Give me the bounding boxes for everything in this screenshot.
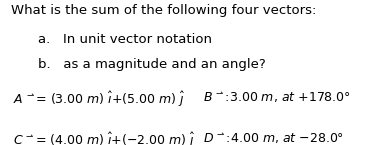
Text: What is the sum of the following four vectors:: What is the sum of the following four ve… <box>11 4 317 17</box>
Text: a.   In unit vector notation: a. In unit vector notation <box>38 33 212 46</box>
Text: $\mathit{B}^{\,\rightharpoonup}$:3.00 $m$, $at$ +178.0°: $\mathit{B}^{\,\rightharpoonup}$:3.00 $m… <box>203 90 351 105</box>
Text: $\mathit{A}^{\,\rightharpoonup}$= (3.00 $m$) $\hat{\imath}$+(5.00 $m$) $\hat{\jm: $\mathit{A}^{\,\rightharpoonup}$= (3.00 … <box>13 90 185 109</box>
Text: b.   as a magnitude and an angle?: b. as a magnitude and an angle? <box>38 58 266 71</box>
Text: $\mathit{D}^{\,\rightharpoonup}$:4.00 $m$, $at$ −28.0°: $\mathit{D}^{\,\rightharpoonup}$:4.00 $m… <box>203 130 344 145</box>
Text: $\mathit{C}^{\,\rightharpoonup}$= (4.00 $m$) $\hat{\imath}$+(−2.00 $m$) $\hat{\j: $\mathit{C}^{\,\rightharpoonup}$= (4.00 … <box>13 130 195 145</box>
